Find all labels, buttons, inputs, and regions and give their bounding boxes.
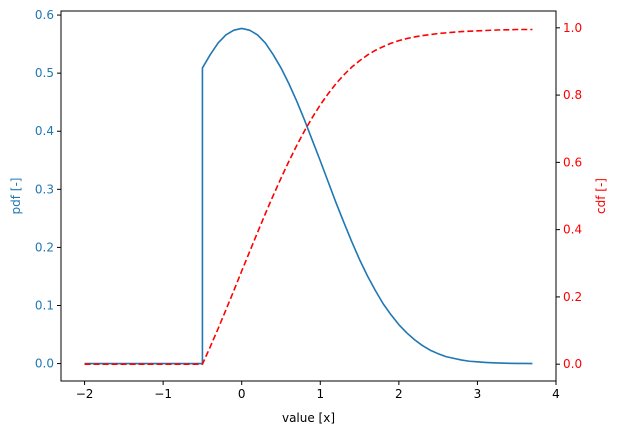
- x-tick-label: 4: [552, 387, 560, 401]
- left-y-tick-label: 0.1: [35, 298, 54, 312]
- right-y-tick-label: 1.0: [563, 21, 582, 35]
- left-y-tick-label: 0.2: [35, 240, 54, 254]
- pdf-series-line: [84, 27, 533, 365]
- x-tick-label: 2: [395, 387, 403, 401]
- right-y-axis-ticks: 0.0 0.2 0.4 0.6 0.8 1.0: [556, 21, 582, 371]
- right-y-tick-label: 0.2: [563, 290, 582, 304]
- left-y-tick-label: 0.6: [35, 8, 54, 22]
- right-y-tick-label: 0.8: [563, 88, 582, 102]
- right-y-tick-label: 0.0: [563, 357, 582, 371]
- x-tick-label: −1: [154, 387, 172, 401]
- x-tick-label: 0: [238, 387, 246, 401]
- left-y-tick-label: 0.4: [35, 124, 54, 138]
- cdf-series-layer: [84, 28, 533, 365]
- x-tick-label: −2: [76, 387, 94, 401]
- plot-area: [84, 27, 533, 365]
- right-y-tick-label: 0.6: [563, 155, 582, 169]
- left-y-tick-label: 0.3: [35, 182, 54, 196]
- x-axis-ticks: −2 −1 0 1 2 3 4: [76, 381, 560, 401]
- pdf-series-layer: [84, 27, 533, 365]
- axes-frame: [60, 10, 557, 382]
- left-y-axis-label: pdf [-]: [9, 178, 23, 215]
- x-axis-label: value [x]: [282, 411, 335, 425]
- cdf-series-line: [84, 28, 533, 365]
- left-y-tick-label: 0.5: [35, 66, 54, 80]
- right-y-tick-label: 0.4: [563, 223, 582, 237]
- left-y-axis-ticks: 0.0 0.1 0.2 0.3 0.4 0.5 0.6: [35, 8, 61, 371]
- x-tick-label: 3: [474, 387, 482, 401]
- left-y-tick-label: 0.0: [35, 357, 54, 371]
- right-y-axis-label: cdf [-]: [594, 178, 608, 214]
- x-tick-label: 1: [316, 387, 324, 401]
